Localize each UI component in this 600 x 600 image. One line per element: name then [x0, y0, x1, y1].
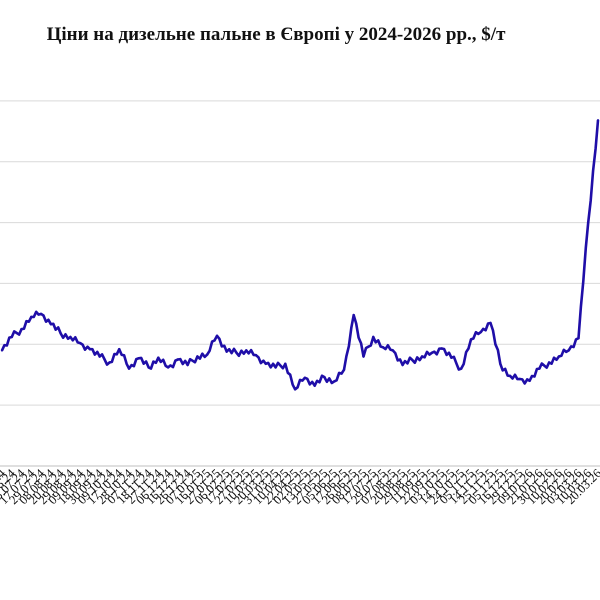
data-point: [69, 335, 72, 339]
data-point: [381, 346, 385, 349]
series-line-layer: [0, 119, 600, 391]
data-point: [49, 323, 53, 326]
data-point: [264, 362, 267, 365]
data-point: [196, 355, 199, 358]
data-point: [489, 321, 492, 325]
data-point: [0, 349, 4, 352]
data-point: [362, 355, 365, 358]
data-point: [538, 367, 541, 370]
diesel-price-line: [0, 120, 600, 391]
data-point: [587, 221, 590, 224]
data-point: [274, 366, 277, 369]
data-point: [20, 327, 23, 331]
data-point: [391, 349, 394, 352]
data-point: [186, 363, 189, 367]
chart-title: Ціни на дизельне пальне в Європі у 2024-…: [46, 24, 506, 45]
data-point: [430, 351, 434, 354]
data-point: [30, 315, 33, 319]
data-point: [215, 334, 219, 337]
data-point: [206, 353, 209, 356]
data-point: [411, 358, 414, 362]
data-point: [577, 337, 580, 340]
data-point: [157, 356, 160, 359]
data-point: [450, 356, 453, 359]
data-point: [293, 388, 297, 391]
data-point: [39, 312, 43, 316]
gridlines: [0, 100, 600, 406]
data-point: [10, 335, 13, 339]
data-point: [59, 332, 62, 335]
data-point: [528, 379, 531, 382]
data-point: [508, 374, 512, 378]
data-point: [313, 384, 316, 387]
data-point: [372, 335, 375, 339]
data-point: [499, 362, 502, 365]
data-point: [567, 349, 570, 352]
x-tick-labels: 14.06.2425.06.2405.07.2417.07.2429.07.24…: [0, 466, 600, 507]
data-point: [469, 338, 473, 341]
data-point: [225, 350, 228, 353]
data-point: [323, 375, 326, 379]
data-point: [547, 361, 551, 364]
data-point: [440, 347, 443, 350]
data-point: [98, 355, 101, 358]
data-point: [235, 351, 238, 354]
data-point: [79, 341, 82, 345]
data-point: [127, 367, 131, 370]
data-point: [254, 354, 258, 357]
data-point: [342, 368, 346, 371]
data-point: [557, 355, 561, 358]
data-point: [401, 363, 404, 367]
data-point: [245, 349, 248, 352]
data-point: [166, 366, 170, 369]
data-point: [108, 361, 111, 364]
data-point: [518, 377, 521, 381]
data-point: [352, 313, 355, 317]
data-point: [176, 358, 180, 361]
data-point: [118, 348, 121, 351]
data-point: [88, 348, 92, 351]
data-point: [479, 330, 482, 334]
data-point: [137, 357, 140, 360]
data-point: [460, 367, 463, 370]
data-point: [333, 380, 336, 383]
data-point: [303, 376, 307, 379]
data-point: [596, 119, 600, 122]
data-point: [284, 362, 287, 365]
data-point: [147, 366, 150, 369]
data-point: [420, 355, 424, 358]
